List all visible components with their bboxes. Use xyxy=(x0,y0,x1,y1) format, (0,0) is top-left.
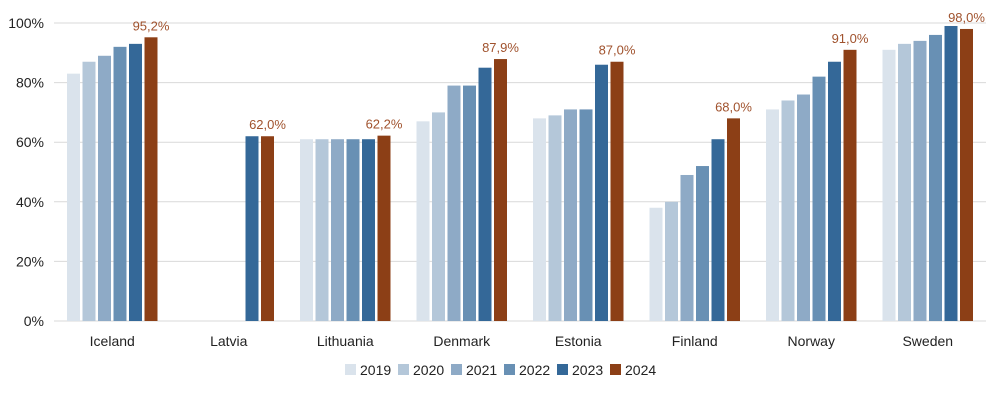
x-tick-label: Finland xyxy=(672,333,718,349)
bar-2021 xyxy=(447,85,461,321)
bar-2022 xyxy=(463,85,476,321)
bar-2023 xyxy=(129,43,142,322)
bar-2020 xyxy=(898,43,911,322)
bar-2020 xyxy=(548,115,562,321)
legend-label: 2024 xyxy=(625,362,656,378)
bar-2022 xyxy=(346,139,360,321)
bar-2020 xyxy=(665,201,678,321)
bar-2022 xyxy=(579,109,593,321)
bar-2019 xyxy=(67,73,80,321)
x-tick-label: Lithuania xyxy=(317,333,374,349)
x-tick-label: Norway xyxy=(788,333,835,349)
legend-swatch xyxy=(504,364,515,375)
bar-2024 xyxy=(727,118,740,321)
bar-2023 xyxy=(828,61,841,322)
bar-2022 xyxy=(696,166,709,321)
bar-2024 xyxy=(377,135,391,321)
bar-2023 xyxy=(944,25,958,321)
legend-label: 2022 xyxy=(519,362,550,378)
x-tick-label: Latvia xyxy=(210,333,248,349)
y-tick-label: 40% xyxy=(16,194,44,210)
legend-label: 2023 xyxy=(572,362,603,378)
bar-2021 xyxy=(797,94,810,322)
bar-2023 xyxy=(595,64,608,321)
bar-2021 xyxy=(913,40,927,321)
y-tick-label: 60% xyxy=(16,134,44,150)
bar-2021 xyxy=(564,109,577,321)
bar-2024 xyxy=(960,28,973,322)
bar-2024 xyxy=(144,37,158,321)
y-tick-label: 80% xyxy=(16,75,44,91)
bar-2019 xyxy=(882,49,896,321)
legend-label: 2020 xyxy=(413,362,444,378)
bar-2024 xyxy=(843,49,857,321)
x-tick-label: Denmark xyxy=(433,333,491,349)
y-tick-label: 20% xyxy=(16,253,44,269)
bar-2021 xyxy=(680,174,694,321)
legend-swatch xyxy=(610,364,621,375)
bar-2022 xyxy=(929,34,942,322)
bar-2021 xyxy=(331,139,344,321)
x-tick-label: Estonia xyxy=(555,333,602,349)
bar-2019 xyxy=(533,118,546,321)
bar-2019 xyxy=(766,109,779,321)
y-tick-label: 100% xyxy=(8,15,44,31)
y-tick-label: 0% xyxy=(24,313,44,329)
data-label: 62,2% xyxy=(366,117,403,132)
data-label: 91,0% xyxy=(832,31,869,46)
bar-2019 xyxy=(649,207,663,321)
data-label: 95,2% xyxy=(133,18,170,33)
bar-2024 xyxy=(261,136,274,321)
x-tick-label: Iceland xyxy=(90,333,135,349)
bar-2020 xyxy=(315,139,329,321)
bar-2020 xyxy=(781,100,795,321)
bar-2020 xyxy=(432,112,445,322)
data-label: 68,0% xyxy=(715,99,752,114)
legend-label: 2019 xyxy=(360,362,391,378)
bar-2022 xyxy=(113,46,127,322)
bar-2021 xyxy=(98,55,111,321)
bar-2023 xyxy=(711,139,725,321)
bar-2023 xyxy=(362,139,375,321)
legend-swatch xyxy=(398,364,409,375)
legend-swatch xyxy=(557,364,568,375)
bar-2019 xyxy=(300,139,313,321)
bar-2020 xyxy=(82,61,96,322)
x-tick-label: Sweden xyxy=(902,333,953,349)
bar-2023 xyxy=(245,136,259,321)
bar-2024 xyxy=(610,61,624,322)
bar-2022 xyxy=(812,76,826,321)
legend-swatch xyxy=(345,364,356,375)
data-label: 98,0% xyxy=(948,10,985,25)
bar-2024 xyxy=(494,59,507,322)
bar-2019 xyxy=(416,121,430,321)
legend-label: 2021 xyxy=(466,362,497,378)
data-label: 87,0% xyxy=(599,43,636,58)
data-label: 87,9% xyxy=(482,40,519,55)
bar-2023 xyxy=(478,67,492,321)
legend-swatch xyxy=(451,364,462,375)
data-label: 62,0% xyxy=(249,117,286,132)
